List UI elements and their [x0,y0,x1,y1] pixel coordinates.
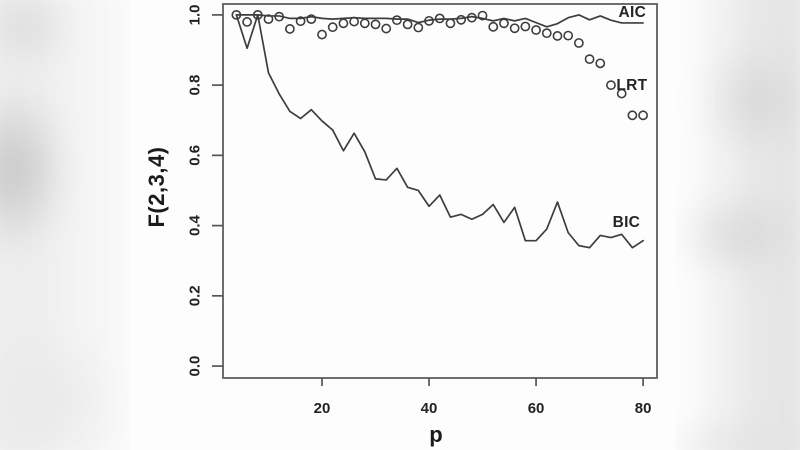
series-marker-lrt [263,14,274,24]
series-marker-lrt [306,14,317,24]
series-marker-lrt [456,14,467,25]
y-tick-label: 0.0 [187,356,204,377]
series-marker-lrt [231,9,242,20]
series-marker-lrt [552,31,563,41]
series-marker-lrt [638,110,648,121]
x-tick-label: 40 [421,400,438,417]
series-marker-lrt [381,23,392,34]
series-marker-lrt [627,110,638,121]
y-tick-label: 1.0 [187,4,204,25]
series-label-aic: AIC [618,4,646,21]
series-marker-lrt [573,38,584,48]
series-marker-lrt [477,10,488,21]
series-marker-lrt [616,88,627,99]
series-marker-lrt [499,18,509,29]
y-tick-label: 0.4 [187,215,204,237]
x-tick-label: 80 [635,400,652,417]
x-tick-label: 60 [528,400,545,417]
series-marker-lrt [424,15,434,26]
series-marker-lrt [531,25,541,35]
y-tick-label: 0.6 [187,145,204,166]
series-marker-lrt [445,18,456,29]
series-line-bic [235,14,644,249]
series-marker-lrt [520,21,531,32]
series-marker-lrt [349,16,360,27]
series-label-lrt: LRT [616,77,647,94]
series-marker-lrt [252,9,263,20]
series-marker-lrt [488,21,499,32]
plot-box [222,3,658,379]
series-marker-lrt [509,23,520,34]
y-axis-title: F(2,3,4) [144,146,169,228]
series-marker-lrt [466,12,477,23]
series-marker-lrt [563,30,574,41]
series-marker-lrt [327,22,338,33]
y-tick-label: 0.2 [187,285,204,306]
series-label-bic: BIC [613,214,641,231]
series-marker-lrt [402,19,413,30]
series-marker-lrt [338,18,349,29]
x-tick-label: 20 [314,400,331,417]
series-marker-lrt [392,15,402,26]
series-marker-lrt [295,16,306,27]
series-marker-lrt [606,80,616,91]
series-marker-lrt [413,22,424,33]
series-marker-lrt [317,29,327,40]
x-axis-title: p [429,422,443,447]
series-marker-lrt [434,13,445,24]
series-marker-lrt [541,28,552,39]
series-marker-lrt [284,24,295,34]
series-marker-lrt [274,11,285,22]
series-line-aic [235,14,644,28]
series-marker-lrt [584,54,595,65]
series-marker-lrt [595,58,606,69]
y-tick-label: 0.8 [187,75,204,96]
series-marker-lrt [370,19,381,30]
series-marker-lrt [359,18,370,29]
series-marker-lrt [242,17,252,27]
